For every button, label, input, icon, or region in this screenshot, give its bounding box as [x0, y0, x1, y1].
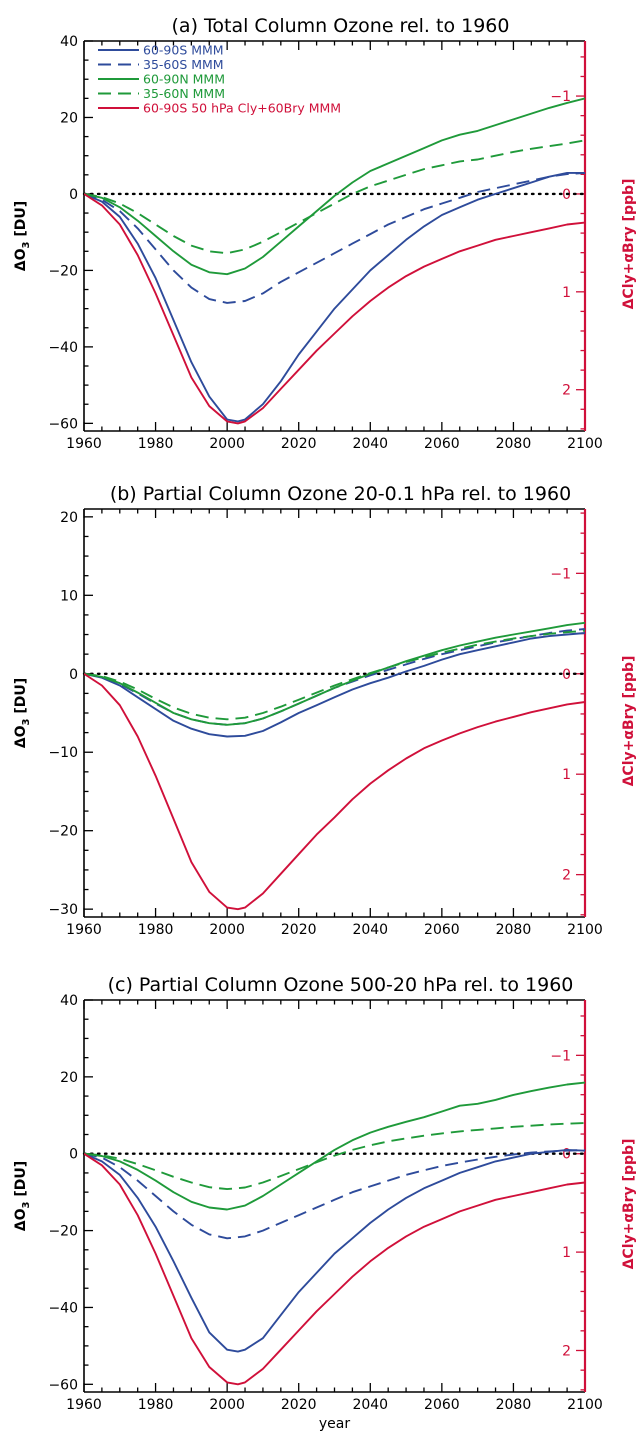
- series-line-35-60s-mmm: [84, 1148, 585, 1240]
- panel-a: (a) Total Column Ozone rel. to 1960 1960 1…: [13, 15, 637, 452]
- x-tick-label: 2060: [424, 1397, 460, 1413]
- y-tick-label: 20: [60, 110, 78, 126]
- y-tick-label: −60: [48, 1377, 78, 1393]
- y-tick-label: −30: [48, 902, 78, 918]
- series-line-60-90s-50-hpa-cly-60bry-mmm: [84, 1152, 585, 1386]
- y-tick-label: 0: [69, 187, 78, 203]
- x-tick-label: 2020: [281, 436, 317, 452]
- x-tick-label: 2000: [209, 436, 245, 452]
- series-line-35-60n-mmm: [84, 629, 585, 721]
- y-tick-label: 20: [60, 510, 78, 526]
- y-tick-label: −40: [48, 1300, 78, 1316]
- y2-tick-label: 2: [562, 383, 571, 399]
- series-line-60-90n-mmm: [84, 97, 585, 276]
- x-tick-label: 1980: [138, 436, 174, 452]
- x-tick-label: 2020: [281, 1397, 317, 1413]
- x-tick-label: 2080: [496, 922, 532, 938]
- x-tick-label: 2100: [567, 436, 603, 452]
- y-tick-label: −20: [48, 263, 78, 279]
- y-tick-label: −20: [48, 1224, 78, 1240]
- series-line-60-90s-mmm: [84, 632, 585, 738]
- series-line-60-90n-mmm: [84, 1081, 585, 1211]
- x-axis-label: year: [319, 1416, 350, 1432]
- x-tick-label: 2040: [352, 436, 388, 452]
- x-tick-label: 1960: [66, 436, 102, 452]
- series-line-60-90s-50-hpa-cly-60bry-mmm: [84, 673, 585, 911]
- x-tick-label: 2060: [424, 436, 460, 452]
- y-tick-label: −10: [48, 745, 78, 761]
- y-tick-label: 20: [60, 1070, 78, 1086]
- series-line-60-90n-mmm: [84, 621, 585, 726]
- series-line-35-60n-mmm: [84, 1122, 585, 1191]
- x-tick-label: 2020: [281, 922, 317, 938]
- series-line-60-90s-mmm: [84, 1148, 585, 1353]
- y2-axis-label: ΔCly+αBry [ppb]: [621, 656, 637, 787]
- legend-label: 35-60S MMM: [143, 57, 224, 72]
- x-tick-label: 2080: [496, 1397, 532, 1413]
- y-tick-label: −60: [48, 416, 78, 432]
- x-tick-label: 1980: [138, 922, 174, 938]
- panel-title: (a) Total Column Ozone rel. to 1960: [172, 15, 510, 37]
- legend-label: 35-60N MMM: [143, 86, 225, 101]
- y2-tick-label: 2: [562, 868, 571, 884]
- series-line-35-60s-mmm: [84, 171, 585, 304]
- y-tick-label: 10: [60, 588, 78, 604]
- y2-axis-label: ΔCly+αBry [ppb]: [621, 179, 637, 310]
- y2-tick-label: 1: [562, 285, 571, 301]
- x-tick-label: 2040: [352, 1397, 388, 1413]
- y-axis-label: ΔO3 [DU]: [13, 201, 32, 271]
- y2-tick-label: 1: [562, 1245, 571, 1261]
- y-tick-label: 40: [60, 993, 78, 1009]
- x-tick-label: 1980: [138, 1397, 174, 1413]
- panel-b: (b) Partial Column Ozone 20-0.1 hPa rel.…: [13, 483, 637, 938]
- x-tick-label: 2000: [209, 922, 245, 938]
- panel-title: (b) Partial Column Ozone 20-0.1 hPa rel.…: [110, 483, 571, 505]
- panel-title: (c) Partial Column Ozone 500-20 hPa rel.…: [108, 974, 574, 996]
- y2-tick-label: 2: [562, 1343, 571, 1359]
- x-tick-label: 2100: [567, 922, 603, 938]
- legend-label: 60-90S 50 hPa Cly+60Bry MMM: [143, 101, 341, 116]
- y2-tick-label: −1: [550, 566, 571, 582]
- y2-tick-label: −1: [550, 1048, 571, 1064]
- y-tick-label: −20: [48, 824, 78, 840]
- panel-c: (c) Partial Column Ozone 500-20 hPa rel.…: [13, 974, 637, 1432]
- x-tick-label: 2060: [424, 922, 460, 938]
- y-tick-label: 40: [60, 34, 78, 50]
- series-line-60-90s-mmm: [84, 171, 585, 423]
- y2-axis-label: ΔCly+αBry [ppb]: [621, 1139, 637, 1270]
- legend-label: 60-90S MMM: [143, 43, 224, 58]
- x-tick-label: 2100: [567, 1397, 603, 1413]
- x-tick-label: 1960: [66, 1397, 102, 1413]
- series-line-35-60n-mmm: [84, 139, 585, 255]
- x-tick-label: 2040: [352, 922, 388, 938]
- x-tick-label: 2080: [496, 436, 532, 452]
- y-tick-label: 0: [69, 1147, 78, 1163]
- y2-tick-label: −1: [550, 89, 571, 105]
- x-tick-label: 1960: [66, 922, 102, 938]
- y2-tick-label: 1: [562, 767, 571, 783]
- y-tick-label: 0: [69, 667, 78, 683]
- y-axis-label: ΔO3 [DU]: [13, 678, 32, 748]
- series-line-60-90s-50-hpa-cly-60bry-mmm: [84, 193, 585, 425]
- y-axis-label: ΔO3 [DU]: [13, 1161, 32, 1231]
- y-tick-label: −40: [48, 340, 78, 356]
- x-tick-label: 2000: [209, 1397, 245, 1413]
- legend-label: 60-90N MMM: [143, 72, 225, 87]
